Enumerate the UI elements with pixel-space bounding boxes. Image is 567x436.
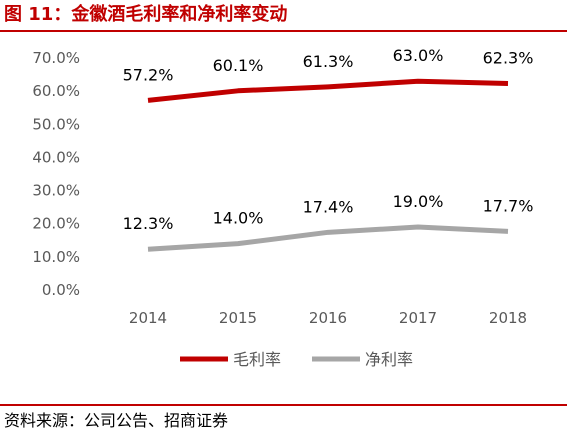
data-label: 63.0% bbox=[393, 46, 444, 65]
y-tick-label: 0.0% bbox=[42, 281, 80, 299]
y-tick-label: 30.0% bbox=[32, 182, 80, 200]
y-tick-label: 60.0% bbox=[32, 82, 80, 100]
x-tick-label: 2014 bbox=[129, 309, 167, 327]
y-axis-ticks: 0.0% 10.0% 20.0% 30.0% 40.0% 50.0% 60.0% 70.0% bbox=[32, 49, 80, 299]
legend-label: 净利率 bbox=[365, 350, 413, 369]
data-label: 61.3% bbox=[303, 52, 354, 71]
series-line-2 bbox=[147, 224, 509, 252]
y-tick-label: 40.0% bbox=[32, 148, 80, 166]
x-tick-label: 2017 bbox=[399, 309, 437, 327]
data-label: 17.4% bbox=[303, 197, 354, 216]
data-label: 19.0% bbox=[393, 192, 444, 211]
data-label: 57.2% bbox=[123, 65, 174, 84]
source-note: 资料来源：公司公告、招商证券 bbox=[4, 411, 229, 430]
y-tick-label: 10.0% bbox=[32, 248, 80, 266]
data-labels: 57.2% 60.1% 61.3% 63.0% 62.3% 12.3% 14.0% 17.4%… bbox=[123, 46, 534, 233]
x-tick-label: 2015 bbox=[219, 309, 257, 327]
y-tick-label: 20.0% bbox=[32, 215, 80, 233]
x-tick-label: 2018 bbox=[489, 309, 527, 327]
legend-label: 毛利率 bbox=[233, 350, 281, 369]
y-tick-label: 50.0% bbox=[32, 115, 80, 133]
data-label: 14.0% bbox=[213, 209, 264, 228]
data-label: 17.7% bbox=[483, 196, 534, 215]
line-chart: 0.0%10.0%20.0%30.0%40.0%50.0%60.0%70.0% … bbox=[32, 46, 534, 369]
legend: 毛利率 净利率 bbox=[180, 350, 413, 369]
figure-title: 图 11：金徽酒毛利率和净利率变动 bbox=[4, 4, 288, 25]
x-axis-ticks: 2014 2015 2016 2017 2018 bbox=[129, 309, 527, 327]
series-lines bbox=[147, 78, 509, 252]
x-tick-label: 2016 bbox=[309, 309, 347, 327]
source-rule bbox=[0, 404, 567, 406]
title-rule bbox=[0, 30, 567, 32]
series-line-1 bbox=[147, 78, 509, 103]
data-label: 62.3% bbox=[483, 49, 534, 68]
y-tick-label: 70.0% bbox=[32, 49, 80, 67]
data-label: 60.1% bbox=[213, 56, 264, 75]
data-label: 12.3% bbox=[123, 214, 174, 233]
